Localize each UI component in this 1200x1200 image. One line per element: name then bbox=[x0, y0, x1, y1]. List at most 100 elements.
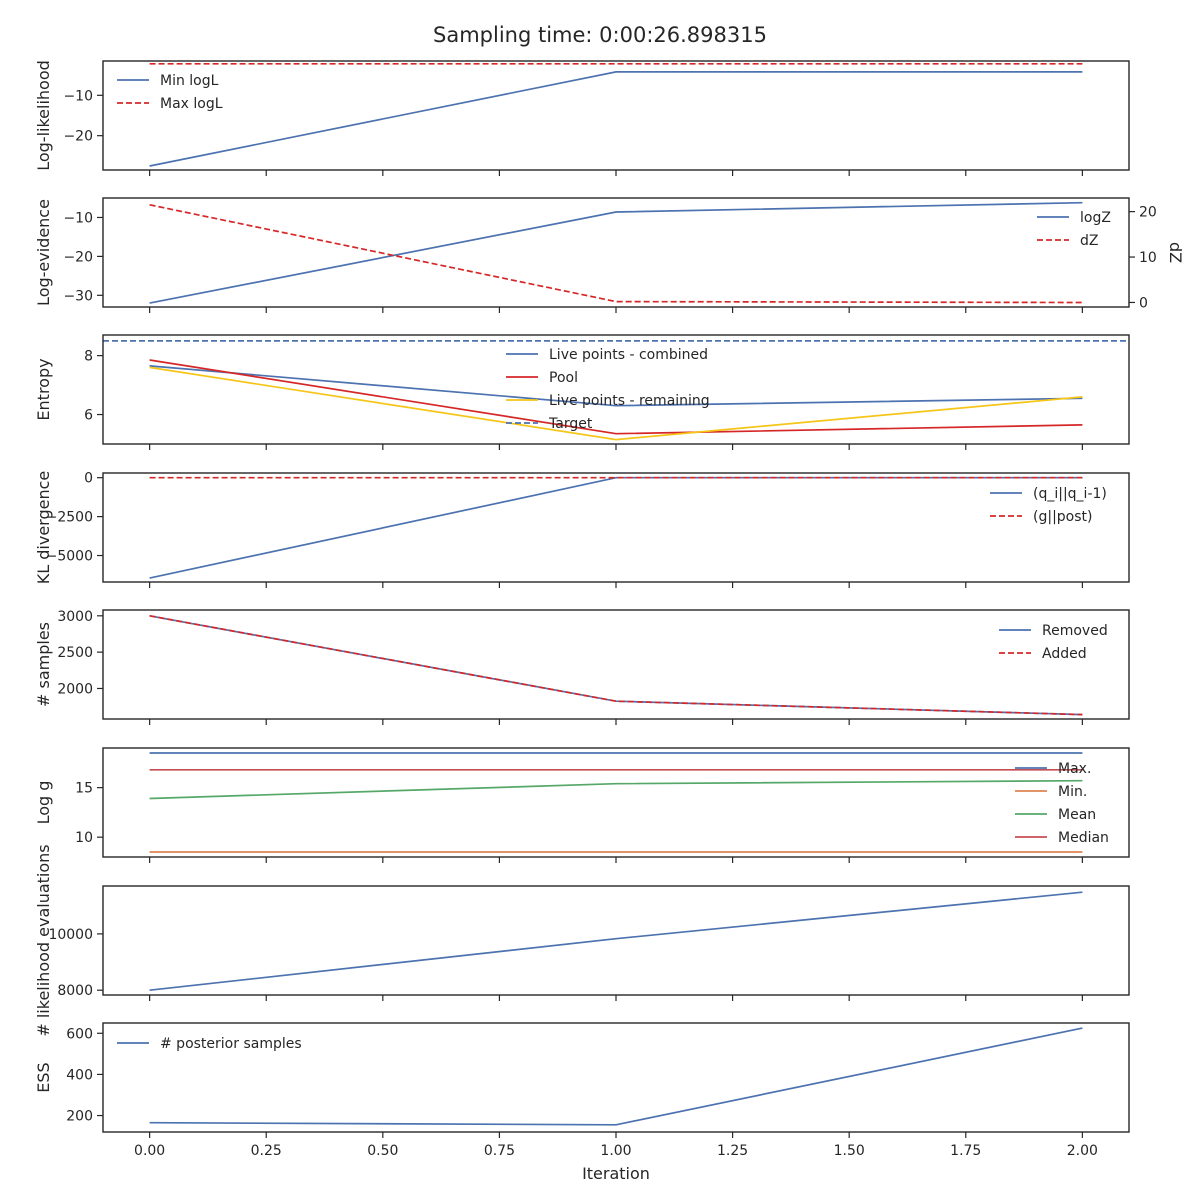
subplot-7: 10000 8000# likelihood evaluations bbox=[34, 844, 1130, 1037]
y-axis-label: Entropy bbox=[34, 358, 53, 420]
y-tick-label: −5000 bbox=[46, 549, 93, 565]
legend-label: Min. bbox=[1058, 784, 1087, 800]
legend: Min logL Max logL bbox=[117, 73, 223, 112]
y2-tick-label: 0 bbox=[1139, 295, 1148, 311]
legend-label: (g||post) bbox=[1033, 509, 1092, 525]
legend-label: dZ bbox=[1080, 233, 1098, 249]
x-tick-label: 1.75 bbox=[950, 1143, 981, 1159]
x-tick-label: 2.00 bbox=[1067, 1143, 1098, 1159]
legend-label: Target bbox=[548, 416, 593, 432]
y-tick-label: 8 bbox=[84, 349, 93, 365]
y2-tick-label: 20 bbox=[1139, 205, 1157, 221]
series-group bbox=[149, 752, 1083, 853]
series-line-mean bbox=[149, 779, 1083, 800]
subplot-6: 15 10 Log g Max. Min. Mean Median bbox=[34, 747, 1130, 863]
x-tick-label: 0.00 bbox=[134, 1143, 165, 1159]
y-tick-label: 200 bbox=[66, 1109, 93, 1125]
series-line-line bbox=[149, 891, 1083, 992]
y-tick-label: 10000 bbox=[48, 927, 93, 943]
axes-frame bbox=[102, 609, 1130, 720]
y-axis-label: ESS bbox=[34, 1062, 53, 1092]
y-axis-label: Log-evidence bbox=[34, 199, 53, 306]
y-tick-label: 8000 bbox=[57, 983, 93, 999]
legend-label: Live points - combined bbox=[549, 347, 708, 363]
legend-label: Max. bbox=[1058, 761, 1091, 777]
subplot-8: 0.00 0.25 0.50 0.75 1.00 1.25 1.50 1.75 2.00 600 4… bbox=[34, 1022, 1130, 1159]
series-group bbox=[103, 340, 1129, 441]
y-tick-label: 600 bbox=[66, 1026, 93, 1042]
series-line--posterior-samples bbox=[149, 1027, 1083, 1126]
subplot-2: −10 −20 −30 Log-evidence 0 10 20 dZ logZ dZ bbox=[34, 197, 1185, 313]
y-tick-label: −20 bbox=[63, 249, 93, 265]
axes-frame bbox=[102, 60, 1130, 171]
legend: (q_i||q_i-1) (g||post) bbox=[990, 486, 1107, 525]
y-tick-label: −10 bbox=[63, 88, 93, 104]
series-group bbox=[149, 201, 1083, 304]
figure-title: Sampling time: 0:00:26.898315 bbox=[433, 23, 767, 47]
legend-label: Live points - remaining bbox=[549, 393, 710, 409]
axes-frame bbox=[102, 197, 1130, 308]
legend-label: # posterior samples bbox=[160, 1036, 302, 1052]
series-line-removed bbox=[149, 614, 1083, 716]
series-group bbox=[149, 62, 1083, 167]
y-tick-label: 6 bbox=[84, 408, 93, 424]
x-tick-label: 1.50 bbox=[834, 1143, 865, 1159]
legend-label: Max logL bbox=[160, 96, 223, 112]
y-tick-label: 3000 bbox=[57, 609, 93, 625]
legend-label: Mean bbox=[1058, 807, 1096, 823]
legend-label: logZ bbox=[1080, 210, 1111, 226]
y-axis-label: Log-likelihood bbox=[34, 60, 53, 171]
legend-label: (q_i||q_i-1) bbox=[1033, 486, 1107, 502]
legend: Removed Added bbox=[999, 623, 1108, 662]
x-tick-label: 0.25 bbox=[251, 1143, 282, 1159]
subplot-5: 3000 2500 2000# samples Removed Added bbox=[34, 609, 1130, 725]
y-axis-label: # likelihood evaluations bbox=[34, 844, 53, 1036]
x-tick-label: 0.75 bbox=[484, 1143, 515, 1159]
series-group bbox=[149, 891, 1083, 992]
legend-label: Added bbox=[1042, 646, 1087, 662]
axes-frame bbox=[102, 472, 1130, 583]
y-tick-label: −2500 bbox=[46, 510, 93, 526]
y-tick-label: 400 bbox=[66, 1067, 93, 1083]
series-line-dz bbox=[149, 203, 1083, 304]
subplot-3: 6 8 Entropy Live points - combined Pool Live … bbox=[34, 334, 1130, 450]
y-axis-label: KL divergence bbox=[34, 471, 53, 584]
series-line-pool bbox=[149, 359, 1083, 435]
legend-label: Min logL bbox=[160, 73, 219, 89]
y2-tick-label: 10 bbox=[1139, 250, 1157, 266]
y-tick-label: −30 bbox=[63, 288, 93, 304]
y-tick-label: 0 bbox=[84, 471, 93, 487]
legend-label: Pool bbox=[549, 370, 578, 386]
y-tick-label: 10 bbox=[75, 830, 93, 846]
axes-frame bbox=[102, 747, 1130, 858]
y-tick-label: 2000 bbox=[57, 681, 93, 697]
series-group bbox=[149, 614, 1083, 716]
series-line-min-logl bbox=[149, 71, 1083, 167]
series-group bbox=[149, 1027, 1083, 1126]
series-line-added bbox=[149, 614, 1083, 716]
legend: logZ dZ bbox=[1037, 210, 1111, 249]
legend-label: Median bbox=[1058, 830, 1109, 846]
series-line--q-i-q-i-1- bbox=[149, 476, 1083, 579]
series-line-live-points-remaining bbox=[149, 366, 1083, 441]
y-tick-label: 2500 bbox=[57, 645, 93, 661]
x-tick-label: 1.25 bbox=[717, 1143, 748, 1159]
x-tick-label: 0.50 bbox=[367, 1143, 398, 1159]
y-tick-label: −10 bbox=[63, 210, 93, 226]
y-axis-label: Log g bbox=[34, 781, 53, 825]
legend: # posterior samples bbox=[117, 1036, 302, 1052]
series-line-logz bbox=[149, 201, 1083, 304]
y-axis-label: # samples bbox=[34, 622, 53, 707]
series-group bbox=[149, 476, 1083, 579]
series-line-live-points-combined bbox=[149, 365, 1083, 407]
legend: Max. Min. Mean Median bbox=[1015, 761, 1109, 846]
y-tick-label: 15 bbox=[75, 781, 93, 797]
x-axis-label: Iteration bbox=[582, 1164, 650, 1183]
y-tick-label: −20 bbox=[63, 129, 93, 145]
legend-label: Removed bbox=[1042, 623, 1108, 639]
x-tick-label: 1.00 bbox=[600, 1143, 631, 1159]
subplot-1: −10 −20 Log-likelihood Min logL Max logL bbox=[34, 60, 1130, 176]
